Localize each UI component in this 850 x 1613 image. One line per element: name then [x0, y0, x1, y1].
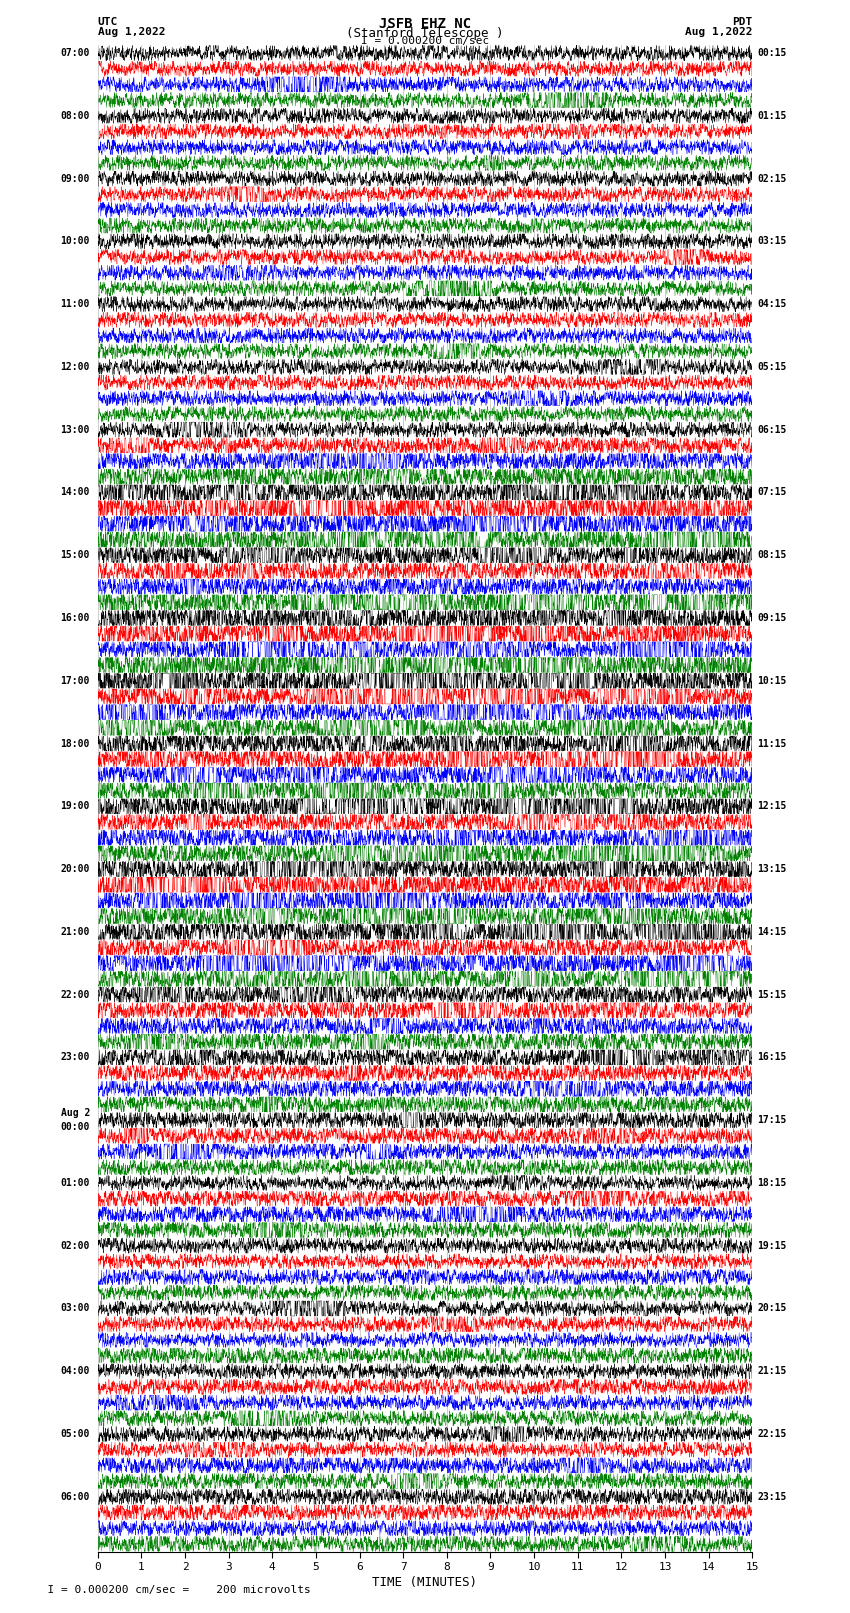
Text: 04:15: 04:15: [757, 298, 787, 310]
Text: JSFB EHZ NC: JSFB EHZ NC: [379, 18, 471, 31]
Text: 14:00: 14:00: [60, 487, 90, 497]
Text: 13:00: 13:00: [60, 424, 90, 434]
Text: 01:15: 01:15: [757, 111, 787, 121]
Text: (Stanford Telescope ): (Stanford Telescope ): [346, 26, 504, 40]
Text: 18:15: 18:15: [757, 1177, 787, 1187]
Text: 20:15: 20:15: [757, 1303, 787, 1313]
Text: 06:00: 06:00: [60, 1492, 90, 1502]
Text: 18:00: 18:00: [60, 739, 90, 748]
Text: 21:00: 21:00: [60, 927, 90, 937]
Text: Aug 1,2022: Aug 1,2022: [685, 26, 752, 37]
Text: I = 0.000200 cm/sec =    200 microvolts: I = 0.000200 cm/sec = 200 microvolts: [34, 1586, 311, 1595]
Text: 19:15: 19:15: [757, 1240, 787, 1250]
Text: 13:15: 13:15: [757, 865, 787, 874]
Text: Aug 1,2022: Aug 1,2022: [98, 26, 165, 37]
Text: 17:15: 17:15: [757, 1115, 787, 1126]
Text: 22:15: 22:15: [757, 1429, 787, 1439]
Text: 02:00: 02:00: [60, 1240, 90, 1250]
Text: Aug 2: Aug 2: [60, 1108, 90, 1118]
Text: 11:00: 11:00: [60, 298, 90, 310]
Text: 03:00: 03:00: [60, 1303, 90, 1313]
Text: 05:15: 05:15: [757, 361, 787, 373]
Text: UTC: UTC: [98, 18, 118, 27]
Text: 08:15: 08:15: [757, 550, 787, 560]
Text: 15:15: 15:15: [757, 990, 787, 1000]
Text: 01:00: 01:00: [60, 1177, 90, 1187]
Text: 16:15: 16:15: [757, 1052, 787, 1063]
Text: 20:00: 20:00: [60, 865, 90, 874]
Text: 09:15: 09:15: [757, 613, 787, 623]
Text: 22:00: 22:00: [60, 990, 90, 1000]
Text: 17:00: 17:00: [60, 676, 90, 686]
Text: 04:00: 04:00: [60, 1366, 90, 1376]
Text: 23:00: 23:00: [60, 1052, 90, 1063]
Text: 10:15: 10:15: [757, 676, 787, 686]
Text: 07:00: 07:00: [60, 48, 90, 58]
Text: 21:15: 21:15: [757, 1366, 787, 1376]
Text: 07:15: 07:15: [757, 487, 787, 497]
Text: 19:00: 19:00: [60, 802, 90, 811]
Text: 23:15: 23:15: [757, 1492, 787, 1502]
Text: 12:00: 12:00: [60, 361, 90, 373]
Text: 08:00: 08:00: [60, 111, 90, 121]
Text: 09:00: 09:00: [60, 174, 90, 184]
Text: I = 0.000200 cm/sec: I = 0.000200 cm/sec: [361, 37, 489, 47]
Text: 12:15: 12:15: [757, 802, 787, 811]
Text: 11:15: 11:15: [757, 739, 787, 748]
Text: 15:00: 15:00: [60, 550, 90, 560]
Text: 10:00: 10:00: [60, 237, 90, 247]
Text: PDT: PDT: [732, 18, 752, 27]
Text: 03:15: 03:15: [757, 237, 787, 247]
Text: 00:15: 00:15: [757, 48, 787, 58]
Text: 02:15: 02:15: [757, 174, 787, 184]
Text: 06:15: 06:15: [757, 424, 787, 434]
X-axis label: TIME (MINUTES): TIME (MINUTES): [372, 1576, 478, 1589]
Text: 14:15: 14:15: [757, 927, 787, 937]
Text: 00:00: 00:00: [60, 1123, 90, 1132]
Text: 05:00: 05:00: [60, 1429, 90, 1439]
Text: 16:00: 16:00: [60, 613, 90, 623]
